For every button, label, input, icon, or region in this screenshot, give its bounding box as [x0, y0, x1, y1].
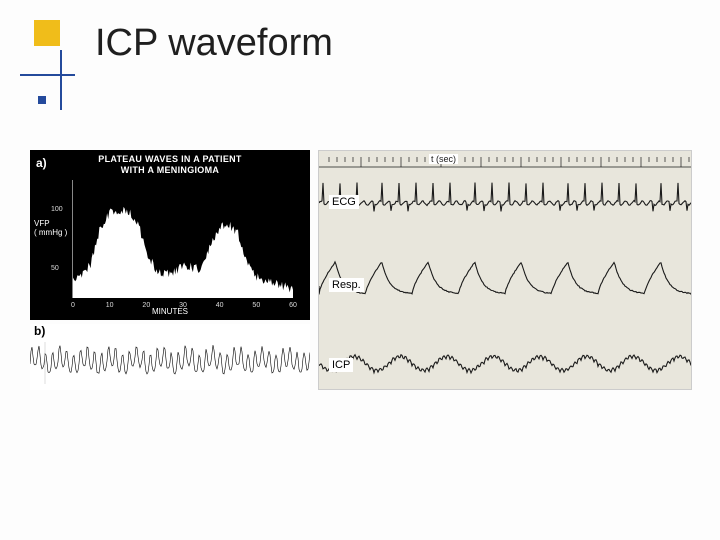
figure-content: a) PLATEAU WAVES IN A PATIENT WITH A MEN…	[30, 150, 690, 390]
panel-a-ylabel: VFP ( mmHg )	[34, 220, 67, 238]
panel-b-svg	[30, 324, 310, 390]
panel-a-title: PLATEAU WAVES IN A PATIENT WITH A MENING…	[30, 154, 310, 176]
panel-right-top-label: t (sec)	[429, 154, 458, 164]
panel-b-label: b)	[34, 324, 45, 338]
lane-label-icp: ICP	[329, 358, 353, 372]
panel-a-svg	[73, 180, 293, 298]
decoration-hline	[20, 74, 75, 76]
panel-a-chart: a) PLATEAU WAVES IN A PATIENT WITH A MEN…	[30, 150, 310, 320]
page-title: ICP waveform	[95, 22, 333, 65]
decoration-small-square	[38, 96, 46, 104]
title-decoration	[20, 20, 90, 110]
panel-a-plot-area: 0501000102030405060	[72, 180, 292, 298]
panel-right-svg	[319, 151, 691, 391]
decoration-square	[34, 20, 60, 46]
decoration-vline	[60, 50, 62, 110]
panel-right-chart: t (sec) ECG Resp. ICP	[318, 150, 692, 390]
panel-b-chart: b)	[30, 324, 310, 390]
panel-a-title-line1: PLATEAU WAVES IN A PATIENT	[98, 154, 241, 164]
lane-label-ecg: ECG	[329, 195, 359, 209]
panel-a-ylabel-1: VFP	[34, 219, 50, 228]
lane-label-resp: Resp.	[329, 278, 364, 292]
panel-a-ylabel-2: ( mmHg )	[34, 228, 67, 237]
panel-a-title-line2: WITH A MENINGIOMA	[121, 165, 219, 175]
left-column: a) PLATEAU WAVES IN A PATIENT WITH A MEN…	[30, 150, 310, 390]
